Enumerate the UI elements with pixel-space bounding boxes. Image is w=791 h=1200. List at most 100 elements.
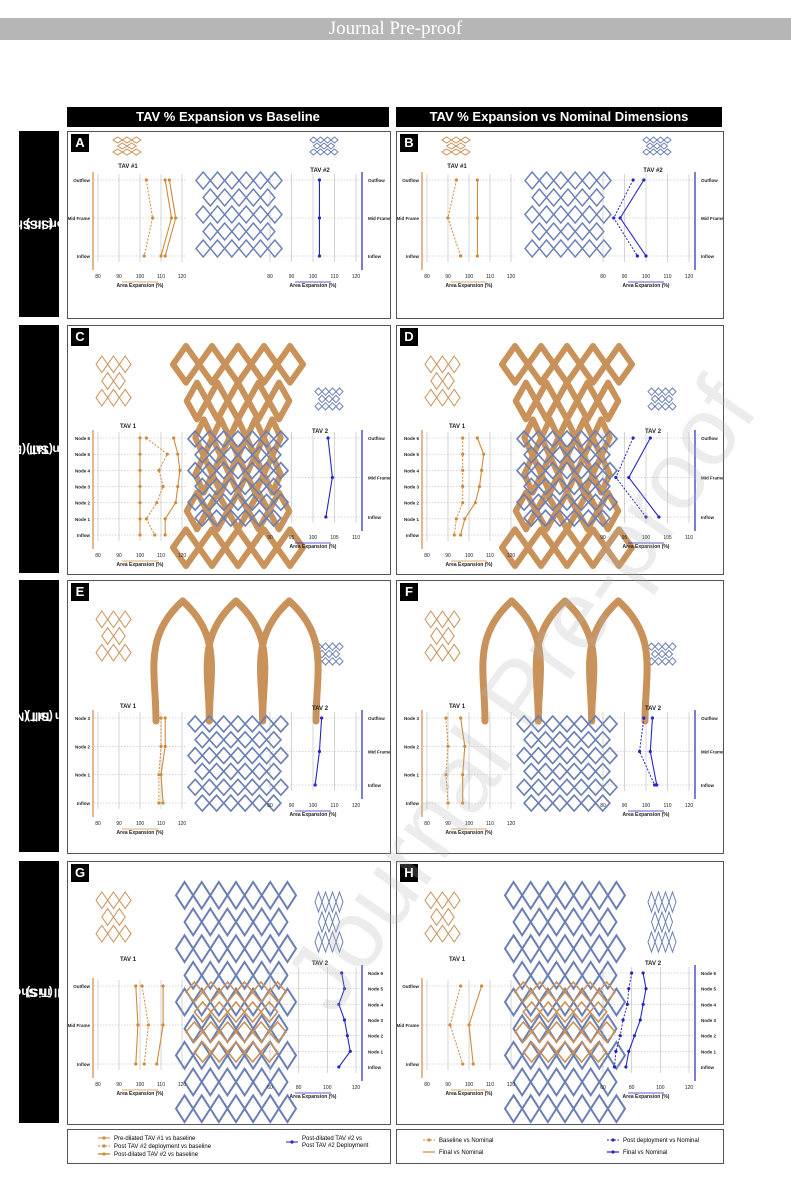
panel-letter: E (71, 583, 89, 601)
stent-cell (222, 445, 240, 464)
stent-cell (121, 148, 133, 156)
x-axis-label: Area Expansion (%) (623, 544, 670, 550)
level-label: Node 3 (368, 1018, 384, 1023)
frame-cell (204, 489, 231, 533)
stent-cell (321, 890, 330, 914)
stent-cell (573, 778, 590, 797)
stent-cell (530, 778, 547, 797)
data-point (627, 1049, 631, 1053)
data-point (618, 216, 622, 220)
data-point (635, 254, 639, 258)
stent-cell (258, 461, 275, 480)
stent-cell (107, 891, 120, 910)
level-label: Inflow (368, 1065, 381, 1070)
panel-letter: A (71, 134, 89, 152)
stent-cell (272, 714, 290, 734)
panel-chart: TAV 1 120 110 100 90 80 Node 3 Node 2 Node 1 Infl… (404, 597, 723, 836)
stent-cell (335, 387, 344, 397)
stent-cell (546, 960, 567, 991)
stent-cell (259, 1000, 279, 1024)
series-line (158, 718, 162, 803)
tav1-thumbnail (441, 136, 471, 156)
data-point (324, 515, 328, 519)
frame-cell (222, 343, 254, 386)
stent-cell (515, 778, 533, 797)
stent-cell (537, 762, 554, 781)
data-point (625, 1002, 629, 1006)
level-label: Mid Frame (397, 216, 419, 221)
level-label: Inflow (368, 783, 381, 788)
stent-cell (572, 1000, 592, 1024)
row-header-tis: Tall in Short (TiS) (5, 861, 73, 1123)
stent-cell (331, 394, 341, 404)
data-point (444, 773, 448, 777)
stent-cell (588, 187, 605, 208)
stent-cell (664, 649, 674, 659)
tick-label: 100 (136, 274, 145, 280)
stent-cell (447, 355, 461, 374)
data-point (161, 1023, 165, 1027)
panel-d: TAV 1 120 110 100 90 80 Node 6 Node 5 Node 4 Node… (396, 325, 724, 575)
stent-cell (201, 778, 218, 797)
journal-banner: Journal Pre-proof (0, 18, 791, 40)
stent-cell (260, 933, 281, 964)
level-label: Outflow (73, 984, 90, 989)
data-point (612, 216, 616, 220)
stent-cell (174, 986, 195, 1018)
stent-cell (572, 880, 592, 911)
level-label: Outflow (402, 178, 419, 183)
tick-label: 60 (600, 1085, 606, 1091)
legend-item: Post TAV #2 Deployment (302, 1143, 369, 1149)
stent-cell (317, 910, 327, 934)
data-point (463, 744, 467, 748)
stent-cell (547, 980, 567, 1004)
stent-cell (251, 445, 268, 464)
data-point (167, 178, 171, 182)
stent-cell (328, 401, 337, 411)
stent-cell (544, 714, 561, 734)
stent-cell (587, 461, 604, 480)
tick-label: 100 (465, 1082, 474, 1088)
level-label: Inflow (77, 254, 90, 259)
data-point (630, 971, 634, 975)
stent-cell (118, 610, 132, 629)
frame-cell (603, 526, 635, 569)
panel-f: TAV 1 120 110 100 90 80 Node 3 Node 2 Node 1 Infl… (396, 580, 724, 854)
frame-cell (574, 489, 601, 533)
level-label: Node 5 (368, 987, 384, 992)
stent-cell (522, 1040, 542, 1064)
data-point (444, 716, 448, 720)
data-point (313, 783, 317, 787)
stent-cell (208, 730, 225, 749)
stent-cell (236, 762, 254, 781)
tick-label: 90 (116, 274, 122, 280)
stent-cell (101, 907, 115, 927)
tav1-crown-frame (150, 597, 322, 725)
frame-cell (265, 379, 293, 423)
stent-cell (529, 906, 550, 938)
stent-cell (558, 493, 576, 512)
stent-cell (563, 906, 584, 938)
level-label: Outflow (701, 178, 718, 183)
tav2-frame (186, 429, 290, 528)
data-point (459, 254, 463, 258)
data-point (155, 1062, 159, 1066)
level-label: Node 5 (701, 987, 717, 992)
data-point (624, 1065, 628, 1069)
level-label: Inflow (77, 1062, 90, 1067)
stent-cell (118, 924, 132, 943)
stent-cell (260, 880, 281, 911)
stent-cell (321, 401, 330, 411)
stent-cell (314, 890, 323, 914)
stent-cell (251, 762, 268, 781)
stent-cell (551, 762, 569, 781)
stent-cell (226, 1000, 246, 1024)
stent-cell (459, 148, 471, 156)
tick-label: 95 (289, 535, 295, 541)
tick-label: 80 (424, 553, 430, 559)
stent-cell (186, 493, 204, 512)
stent-cell (565, 730, 583, 749)
frame-cell (224, 379, 252, 423)
stent-cell (260, 1093, 281, 1124)
frame-cell (553, 379, 581, 423)
